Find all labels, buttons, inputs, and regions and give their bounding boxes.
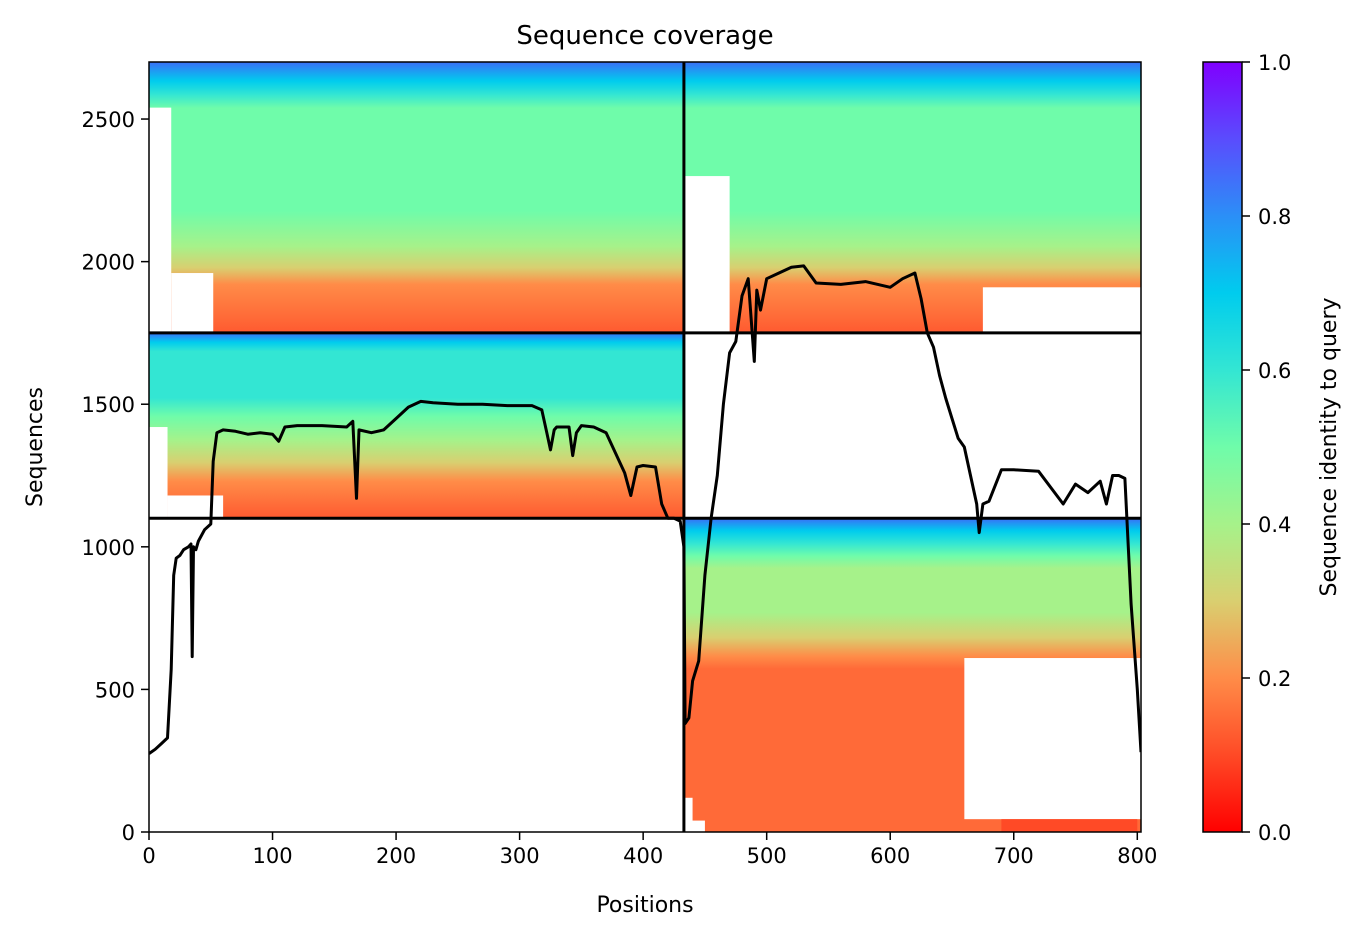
x-tick-label: 400 [623, 844, 663, 868]
identity-blocks [149, 62, 1141, 832]
coverage-gap [149, 427, 168, 519]
colorbar-gradient [1202, 61, 1243, 833]
y-tick-label: 1000 [82, 536, 135, 560]
x-axis-label: Positions [596, 893, 693, 918]
y-tick-label: 2500 [82, 108, 135, 132]
x-axis: 0 100 200 300 400 500 600 700 800 [142, 832, 1157, 868]
coverage-gap [149, 107, 172, 333]
plot-area [149, 62, 1141, 832]
colorbar-tick-label: 1.0 [1258, 51, 1291, 75]
plot-frame [148, 61, 1142, 833]
y-axis: 0 500 1000 1500 2000 2500 [82, 108, 149, 845]
y-tick-label: 1500 [82, 393, 135, 417]
identity-block-top-left [149, 62, 684, 333]
x-tick-label: 300 [500, 844, 540, 868]
coverage-gap [167, 495, 224, 519]
y-tick-label: 2000 [82, 251, 135, 275]
x-tick-label: 0 [142, 844, 155, 868]
colorbar-tick-label: 0.6 [1258, 359, 1291, 383]
x-tick-label: 600 [870, 844, 910, 868]
colorbar-tick-label: 0.8 [1258, 205, 1291, 229]
colorbar-ticks: 0.0 0.2 0.4 0.6 0.8 1.0 [1242, 51, 1291, 845]
colorbar-label: Sequence identity to query [1317, 297, 1342, 596]
identity-block-mid-left [149, 332, 684, 519]
x-tick-label: 800 [1117, 844, 1157, 868]
y-tick-label: 500 [95, 678, 135, 702]
colorbar-tick-label: 0.4 [1258, 513, 1291, 537]
x-tick-label: 200 [376, 844, 416, 868]
colorbar-tick-label: 0.2 [1258, 667, 1291, 691]
y-tick-label: 0 [122, 821, 135, 845]
y-axis-label: Sequences [23, 387, 48, 507]
coverage-gap [982, 287, 1141, 333]
coverage-gap [964, 658, 1141, 820]
x-tick-label: 700 [994, 844, 1034, 868]
chart-title: Sequence coverage [516, 21, 773, 51]
coverage-gap [683, 797, 693, 832]
colorbar: 0.0 0.2 0.4 0.6 0.8 1.0 Sequence identity to … [1202, 51, 1342, 845]
colorbar-tick-label: 0.0 [1258, 821, 1291, 845]
coverage-gap [171, 273, 214, 333]
identity-block-strip [1001, 819, 1138, 832]
coverage-gap [683, 176, 730, 333]
coverage-gap [683, 820, 705, 832]
coverage-line [149, 264, 1141, 755]
x-tick-label: 500 [747, 844, 787, 868]
x-tick-label: 100 [252, 844, 292, 868]
